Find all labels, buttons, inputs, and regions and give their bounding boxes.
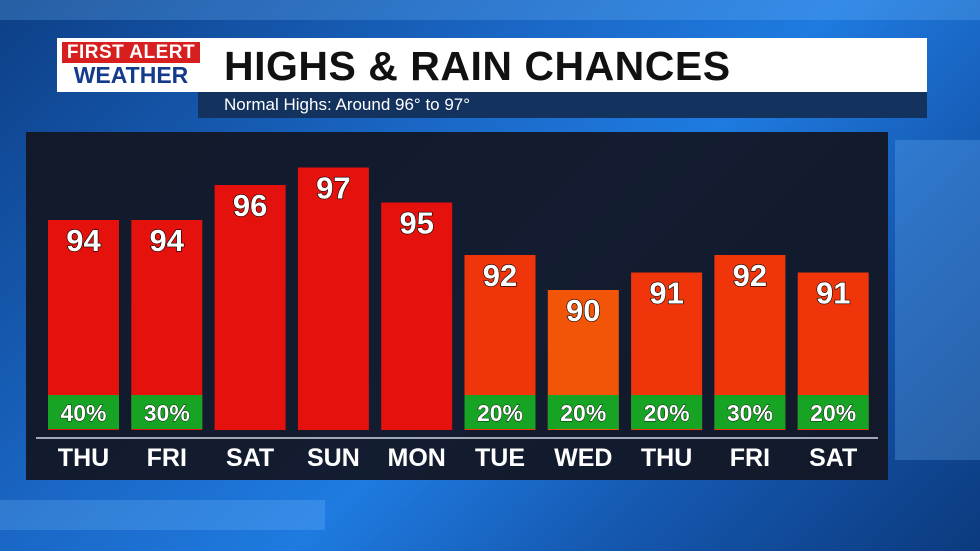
rain-chance-box [547,395,619,429]
high-temp-label: 94 [150,223,185,258]
day-label: MON [388,444,446,472]
title-banner [57,38,927,92]
day-label: FRI [147,444,187,472]
logo-first-alert-text: FIRST ALERT [62,42,200,63]
rain-chance-box [131,395,203,429]
high-temp-label: 92 [483,258,517,293]
high-temp-label: 91 [649,276,683,311]
high-temp-bar [297,167,369,430]
logo-weather-text: WEATHER [73,62,189,88]
high-temp-label: 94 [66,223,101,258]
chart-panel: 94 40% THU 94 30% FRI 96 SAT 97 SUN 95 MON 92 20% TUE 9… [26,132,888,480]
rain-chance-label: 30% [727,400,773,426]
subtitle: Normal Highs: Around 96° to 97° [224,95,471,114]
rain-chance-label: 20% [644,400,690,426]
rain-chance-label: 30% [144,400,190,426]
day-label: SAT [226,444,274,472]
high-temp-label: 97 [316,171,350,206]
day-label: THU [58,444,109,472]
high-temp-bar [381,202,453,430]
day-label: WED [554,444,612,472]
page-title: HIGHS & RAIN CHANCES [224,43,731,89]
rain-chance-label: 40% [60,400,106,426]
subtitle-banner [198,92,927,118]
rain-chance-box [797,395,869,429]
first-alert-weather-logo: FIRST ALERT WEATHER [62,42,200,88]
rain-chance-box [631,395,703,429]
rain-chance-label: 20% [560,400,606,426]
day-label: FRI [730,444,770,472]
high-temp-label: 95 [399,206,433,241]
rain-chance-box [48,395,119,429]
high-temp-label: 91 [816,276,850,311]
rain-chance-box [714,395,786,429]
day-label: THU [641,444,692,472]
background-stripe [0,500,325,530]
high-temp-bar [214,185,286,430]
background-stripe [895,140,980,460]
day-label: SUN [307,444,360,472]
high-temp-label: 96 [233,188,267,223]
rain-chance-box [464,395,536,429]
highs-bar-chart: 94 40% THU 94 30% FRI 96 SAT 97 SUN 95 MON 92 20% TUE 9… [36,167,878,472]
background-stripe [0,0,980,20]
high-temp-label: 92 [733,258,767,293]
rain-chance-label: 20% [810,400,856,426]
high-temp-label: 90 [566,293,600,328]
day-label: SAT [809,444,857,472]
day-label: TUE [475,444,525,472]
rain-chance-label: 20% [477,400,523,426]
